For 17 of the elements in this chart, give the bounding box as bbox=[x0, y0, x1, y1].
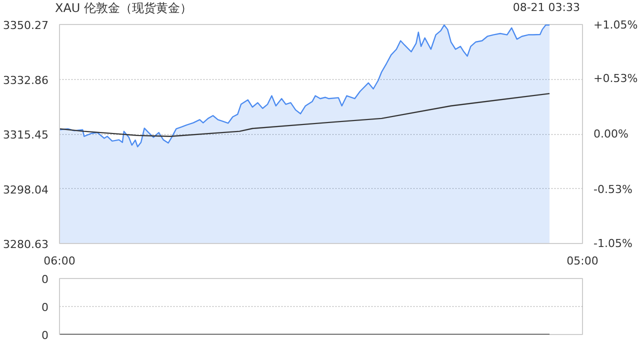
y2-tick-label: +0.53% bbox=[594, 72, 638, 86]
y-tick-label: 0 bbox=[42, 329, 48, 342]
y-tick-label: 0 bbox=[42, 301, 48, 314]
y2-tick-label: 0.00% bbox=[594, 128, 628, 140]
y-tick-label: 3350.27 bbox=[3, 19, 49, 32]
x-tick-label: 06:00 bbox=[44, 254, 76, 268]
y-tick-label: 3332.86 bbox=[3, 74, 49, 87]
chart-title: XAU 伦敦金（现货黄金） bbox=[55, 0, 192, 17]
y2-tick-label: +1.05% bbox=[594, 18, 638, 32]
y2-tick-label: -0.53% bbox=[594, 182, 632, 196]
text: 08-21 03:33 bbox=[512, 0, 580, 16]
y-tick-label: 3298.04 bbox=[3, 183, 49, 196]
y-tick-label: 3280.63 bbox=[3, 238, 49, 251]
y-tick-label: 3315.45 bbox=[3, 128, 49, 142]
x-tick-label: 05:00 bbox=[566, 254, 598, 268]
y2-tick-label: -1.05% bbox=[594, 237, 632, 250]
y-tick-label: 0 bbox=[42, 273, 48, 286]
